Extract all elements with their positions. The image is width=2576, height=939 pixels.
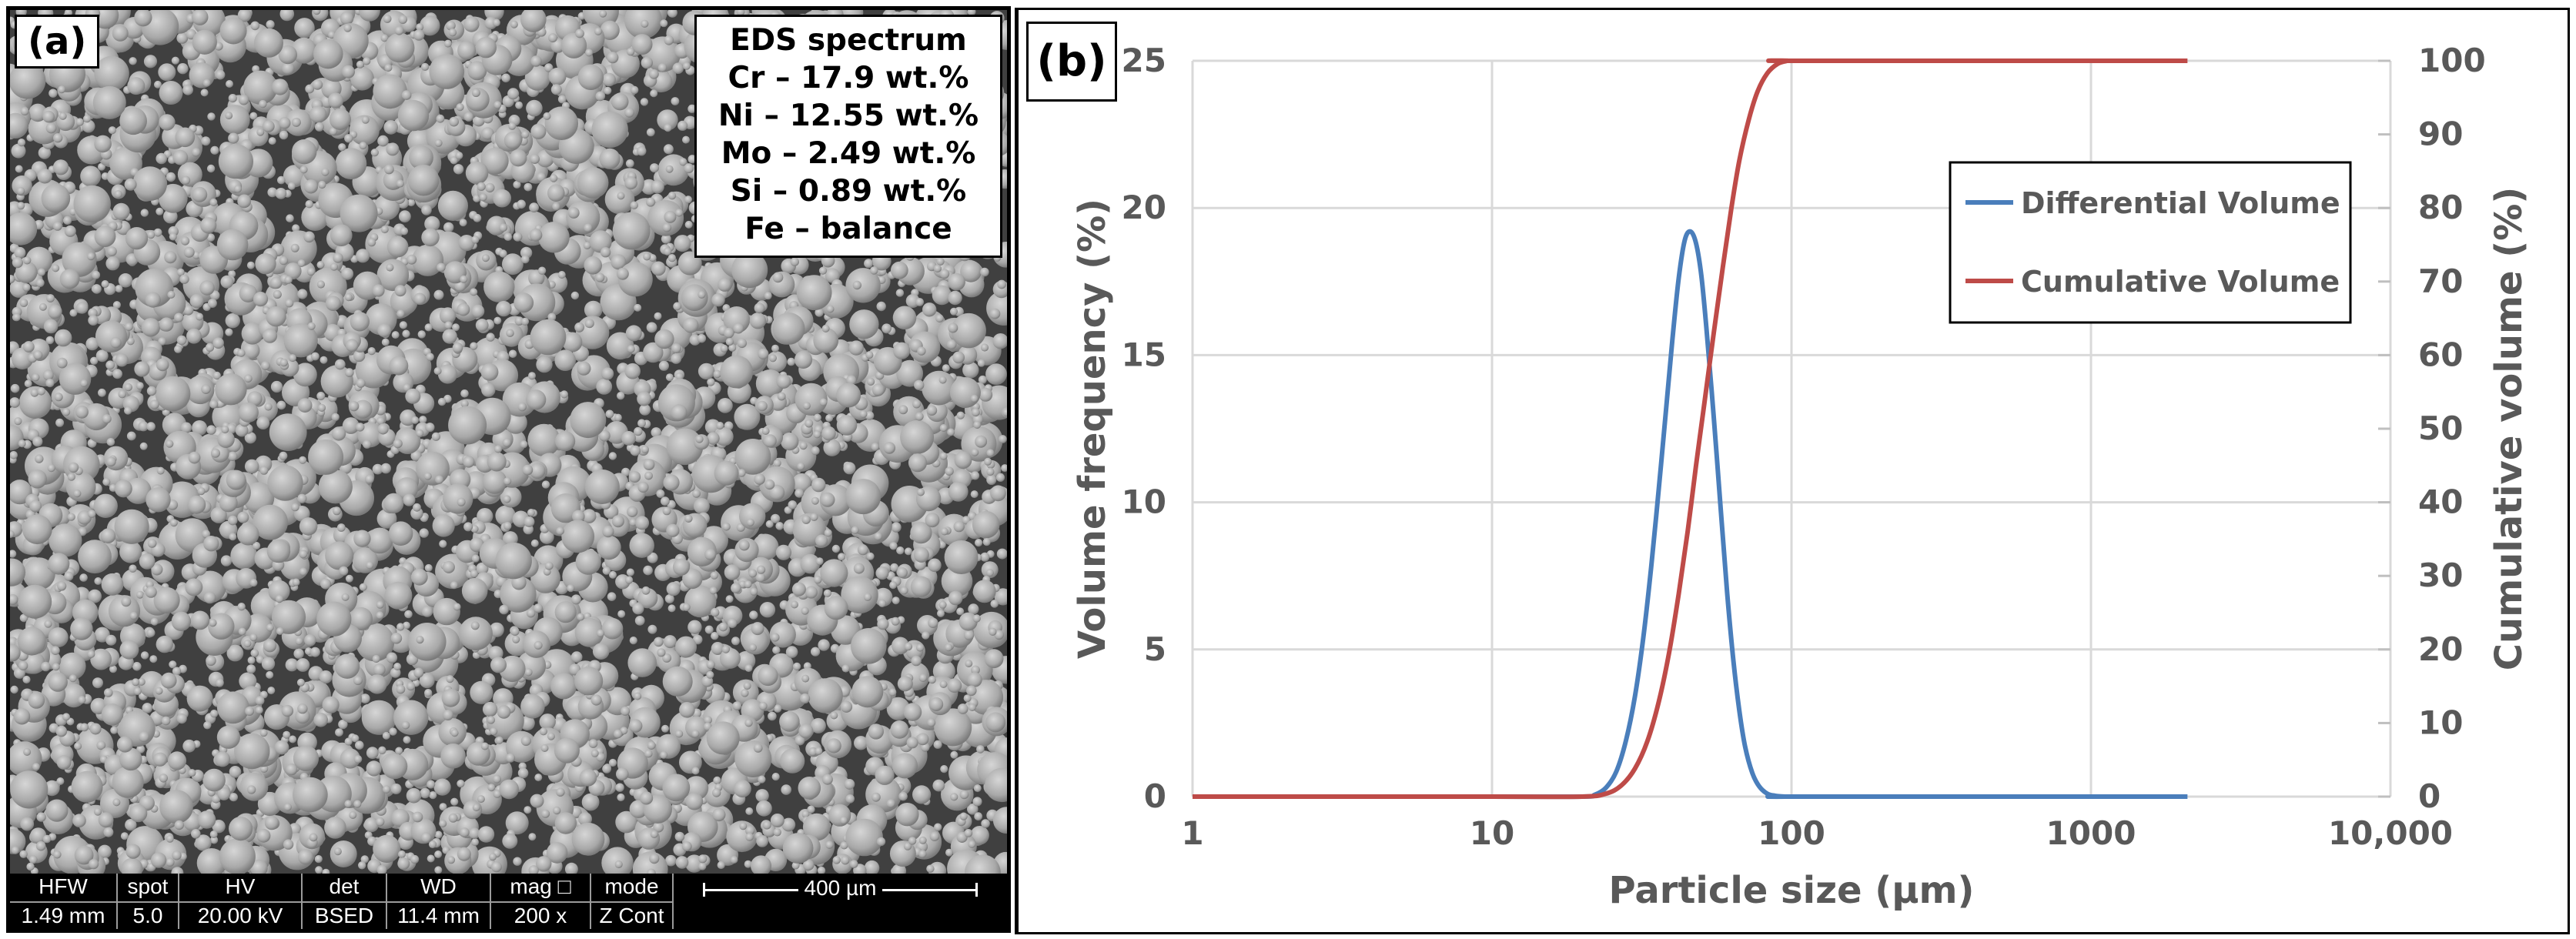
- scale-bar-tick-left: [703, 883, 705, 897]
- panel-a: (a) EDS spectrum Cr – 17.9 wt.% Ni – 12.…: [6, 6, 1011, 933]
- databar-value: Z Cont: [591, 901, 672, 929]
- y2-tick-label: 100: [2418, 42, 2486, 79]
- x-tick-label: 1: [1181, 814, 1203, 852]
- sem-databar: HFW 1.49 mm spot 5.0 HV 20.00 kV det BSE…: [10, 874, 1007, 929]
- series-line-differential-volume: [1193, 229, 2188, 800]
- databar-header: det: [329, 874, 360, 898]
- scale-bar-label: 400 µm: [798, 876, 883, 900]
- databar-header: WD: [420, 874, 457, 898]
- eds-title: EDS spectrum: [730, 23, 967, 58]
- y-tick-label: 0: [1144, 777, 1166, 815]
- databar-hv: HV 20.00 kV: [179, 874, 303, 929]
- databar-value: 5.0: [118, 901, 178, 929]
- eds-line-cr: Cr – 17.9 wt.%: [728, 61, 969, 95]
- databar-header: mag □: [510, 874, 571, 898]
- y2-tick-label: 70: [2418, 262, 2463, 300]
- eds-line-fe: Fe – balance: [744, 212, 952, 246]
- legend-label: Cumulative Volume: [2021, 265, 2340, 299]
- eds-line-mo: Mo – 2.49 wt.%: [721, 136, 976, 171]
- panel-b-chart-frame: 0 5 10 15 20 25 1 10 100 1000 10,000 0 10 20 30 40 50 60 7…: [1015, 8, 2570, 934]
- legend-label: Differential Volume: [2021, 186, 2340, 220]
- scale-bar: 400 µm: [672, 874, 1007, 929]
- scale-bar-tick-right: [975, 883, 978, 897]
- databar-value: 200 x: [491, 901, 590, 929]
- series-layer: [1193, 58, 2188, 800]
- y-tick-label: 25: [1122, 42, 1166, 79]
- x-tick-label: 10: [1470, 814, 1514, 852]
- databar-header: HFW: [38, 874, 88, 898]
- x-tick-label: 10,000: [2328, 814, 2453, 852]
- y-tick-label: 20: [1122, 189, 1166, 226]
- legend-layer: Differential Volume Cumulative Volume: [1949, 161, 2352, 324]
- y-axis-label: Volume frequency (%): [1071, 199, 1114, 659]
- y-tick-label: 5: [1144, 630, 1166, 668]
- y-tick-label: 10: [1122, 483, 1166, 521]
- eds-line-si: Si – 0.89 wt.%: [730, 174, 967, 209]
- series-line-cumulative-volume: [1193, 58, 2188, 800]
- y-tick-label: 15: [1122, 336, 1166, 373]
- y2-tick-label: 30: [2418, 556, 2463, 594]
- y2-tick-label: 90: [2418, 115, 2463, 153]
- panel-label-b: (b): [1026, 22, 1117, 102]
- eds-composition-box: EDS spectrum Cr – 17.9 wt.% Ni – 12.55 w…: [694, 15, 1002, 258]
- databar-wd: WD 11.4 mm: [387, 874, 491, 929]
- databar-mode: mode Z Cont: [591, 874, 672, 929]
- legend-box: [1949, 161, 2352, 324]
- databar-value: 11.4 mm: [387, 901, 490, 929]
- y2-tick-label: 10: [2418, 703, 2463, 741]
- databar-header: spot: [127, 874, 169, 898]
- databar-value: 1.49 mm: [10, 901, 116, 929]
- x-tick-label: 100: [1758, 814, 1825, 852]
- databar-header: mode: [604, 874, 659, 898]
- eds-line-ni: Ni – 12.55 wt.%: [718, 99, 979, 133]
- y2-tick-label: 0: [2418, 777, 2441, 815]
- databar-header: HV: [225, 874, 256, 898]
- databar-det: det BSED: [303, 874, 387, 929]
- y2-tick-label: 80: [2418, 189, 2463, 226]
- x-tick-label: 1000: [2046, 814, 2136, 852]
- databar-mag: mag □ 200 x: [491, 874, 591, 929]
- y2-tick-label: 50: [2418, 409, 2463, 447]
- databar-hfw: HFW 1.49 mm: [10, 874, 118, 929]
- y2-tick-label: 20: [2418, 630, 2463, 668]
- panel-label-a: (a): [15, 15, 100, 69]
- y2-tick-label: 40: [2418, 483, 2463, 521]
- y2-axis-label: Cumulative volume (%): [2487, 187, 2531, 671]
- databar-value: 20.00 kV: [179, 901, 301, 929]
- databar-value: BSED: [303, 901, 386, 929]
- x-axis-label: Particle size (µm): [1609, 869, 1975, 912]
- y2-tick-label: 60: [2418, 336, 2463, 373]
- databar-spot: spot 5.0: [118, 874, 179, 929]
